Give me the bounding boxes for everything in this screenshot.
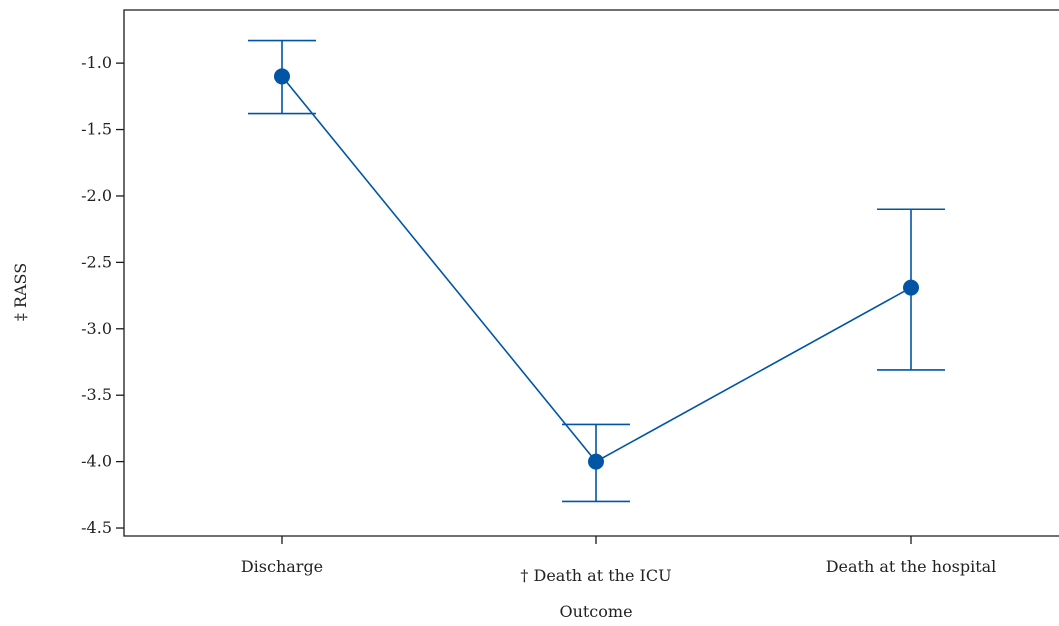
y-tick-label: -4.0 bbox=[81, 452, 112, 471]
y-tick-label: -3.0 bbox=[81, 319, 112, 338]
y-axis-ticks: -1.0 -1.5 -2.0 -2.5 -3.0 -3.5 -4.0 -4.5 bbox=[81, 53, 124, 537]
series-layer bbox=[248, 39, 945, 503]
y-tick-label: -2.5 bbox=[81, 252, 112, 271]
y-axis-title: ‡ RASS bbox=[11, 263, 30, 321]
x-tick-label: † Death at the ICU bbox=[520, 566, 671, 585]
series-line bbox=[281, 75, 912, 463]
x-axis-ticks: Discharge † Death at the ICU Death at the … bbox=[241, 536, 996, 585]
y-tick-label: -4.5 bbox=[81, 518, 112, 537]
y-tick-label: -1.0 bbox=[81, 53, 112, 72]
y-tick-label: -1.5 bbox=[81, 120, 112, 139]
data-point bbox=[274, 68, 290, 85]
x-tick-label: Discharge bbox=[241, 557, 323, 576]
y-tick-label: -2.0 bbox=[81, 186, 112, 205]
data-point bbox=[588, 453, 604, 470]
axes bbox=[123, 9, 1059, 537]
plot-frame bbox=[123, 9, 1059, 537]
data-point bbox=[903, 279, 919, 296]
y-tick-label: -3.5 bbox=[81, 385, 112, 404]
x-axis-title: Outcome bbox=[559, 602, 632, 621]
x-tick-label: Death at the hospital bbox=[826, 557, 997, 576]
